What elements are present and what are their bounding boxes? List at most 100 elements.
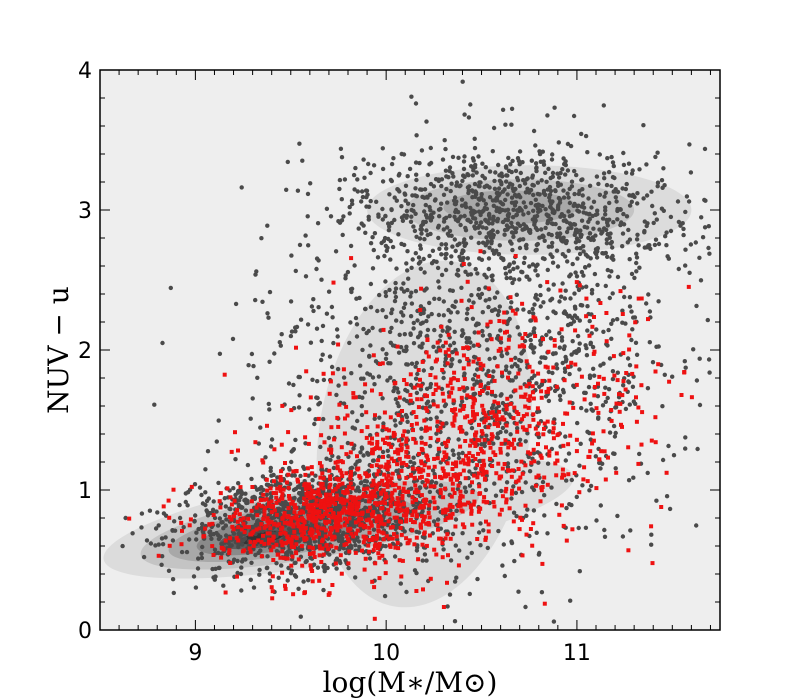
data-point-series-0 — [627, 402, 632, 407]
data-point-series-1 — [456, 504, 461, 509]
data-point-series-0 — [546, 369, 551, 375]
data-point-series-1 — [458, 444, 463, 449]
data-point-series-0 — [425, 327, 431, 333]
data-point-series-0 — [551, 282, 556, 287]
data-point-series-0 — [482, 205, 488, 211]
data-point-series-1 — [500, 466, 505, 471]
data-point-series-0 — [688, 242, 694, 247]
data-point-series-1 — [304, 499, 309, 504]
data-point-series-0 — [595, 394, 601, 399]
data-point-series-1 — [262, 512, 267, 517]
data-point-series-1 — [401, 489, 406, 493]
data-point-series-1 — [591, 438, 596, 443]
data-point-series-0 — [687, 142, 692, 147]
data-point-series-1 — [567, 400, 572, 405]
data-point-series-1 — [653, 415, 658, 420]
data-point-series-0 — [449, 357, 454, 362]
data-point-series-0 — [388, 257, 393, 262]
data-point-series-0 — [220, 541, 225, 546]
data-point-series-0 — [382, 253, 387, 259]
data-point-series-1 — [611, 354, 616, 359]
data-point-series-0 — [693, 240, 698, 245]
data-point-series-1 — [269, 499, 274, 504]
data-point-series-0 — [367, 372, 373, 377]
data-point-series-1 — [310, 471, 315, 476]
data-point-series-0 — [340, 536, 345, 541]
data-point-series-0 — [581, 205, 587, 210]
data-point-series-1 — [318, 481, 323, 486]
data-point-series-1 — [338, 524, 343, 529]
data-point-series-1 — [523, 332, 528, 336]
data-point-series-0 — [389, 325, 394, 331]
data-point-series-0 — [681, 232, 686, 238]
data-point-series-0 — [518, 195, 523, 200]
data-point-series-0 — [517, 332, 522, 337]
data-point-series-0 — [545, 531, 550, 536]
data-point-series-1 — [228, 536, 233, 541]
data-point-series-1 — [261, 517, 266, 521]
data-point-series-1 — [450, 467, 455, 471]
data-point-series-0 — [495, 290, 500, 295]
data-point-series-0 — [453, 347, 458, 352]
data-point-series-0 — [324, 206, 330, 211]
data-point-series-0 — [454, 199, 459, 204]
data-point-series-0 — [593, 454, 598, 459]
data-point-series-1 — [413, 483, 418, 488]
data-point-series-1 — [353, 520, 358, 525]
data-point-series-1 — [171, 487, 176, 492]
data-point-series-1 — [408, 398, 413, 403]
data-point-series-1 — [543, 364, 548, 369]
data-point-series-0 — [571, 319, 577, 324]
data-point-series-0 — [352, 539, 357, 544]
data-point-series-1 — [435, 456, 440, 461]
data-point-series-1 — [384, 476, 389, 481]
data-point-series-1 — [470, 490, 475, 495]
data-point-series-0 — [542, 238, 547, 243]
data-point-series-0 — [233, 457, 238, 462]
data-point-series-0 — [380, 146, 385, 151]
data-point-series-1 — [446, 553, 450, 558]
data-point-series-1 — [433, 475, 438, 480]
data-point-series-1 — [346, 527, 351, 532]
data-point-series-0 — [504, 179, 509, 184]
data-point-series-1 — [473, 444, 478, 448]
data-point-series-1 — [354, 512, 359, 517]
data-point-series-0 — [565, 168, 571, 173]
data-point-series-0 — [267, 289, 273, 295]
data-point-series-1 — [305, 505, 310, 510]
data-point-series-1 — [367, 494, 372, 499]
data-point-series-0 — [554, 501, 559, 507]
data-point-series-0 — [627, 237, 633, 242]
data-point-series-0 — [364, 204, 369, 209]
data-point-series-0 — [688, 170, 694, 175]
data-point-series-0 — [223, 504, 228, 509]
data-point-series-0 — [618, 207, 623, 212]
data-point-series-0 — [450, 350, 455, 355]
data-point-series-0 — [579, 405, 584, 411]
data-point-series-0 — [521, 307, 526, 312]
data-point-series-0 — [308, 340, 314, 345]
data-point-series-0 — [602, 534, 608, 539]
data-point-series-0 — [335, 334, 340, 339]
data-point-series-0 — [383, 290, 388, 295]
data-point-series-1 — [292, 510, 297, 515]
data-point-series-1 — [360, 510, 365, 515]
data-point-series-0 — [428, 384, 433, 390]
data-point-series-1 — [239, 527, 244, 532]
data-point-series-1 — [396, 500, 401, 505]
data-point-series-1 — [369, 496, 374, 500]
data-point-series-0 — [355, 177, 360, 182]
data-point-series-1 — [385, 484, 390, 489]
data-point-series-0 — [527, 264, 532, 269]
data-point-series-0 — [602, 194, 607, 199]
data-point-series-0 — [352, 263, 357, 268]
data-point-series-0 — [528, 200, 534, 206]
data-point-series-1 — [471, 409, 475, 414]
data-point-series-0 — [507, 370, 512, 375]
data-point-series-0 — [442, 138, 447, 143]
data-point-series-1 — [649, 438, 654, 443]
data-point-series-0 — [558, 182, 563, 187]
data-point-series-1 — [315, 525, 320, 530]
data-point-series-0 — [482, 443, 487, 449]
data-point-series-0 — [509, 106, 515, 112]
